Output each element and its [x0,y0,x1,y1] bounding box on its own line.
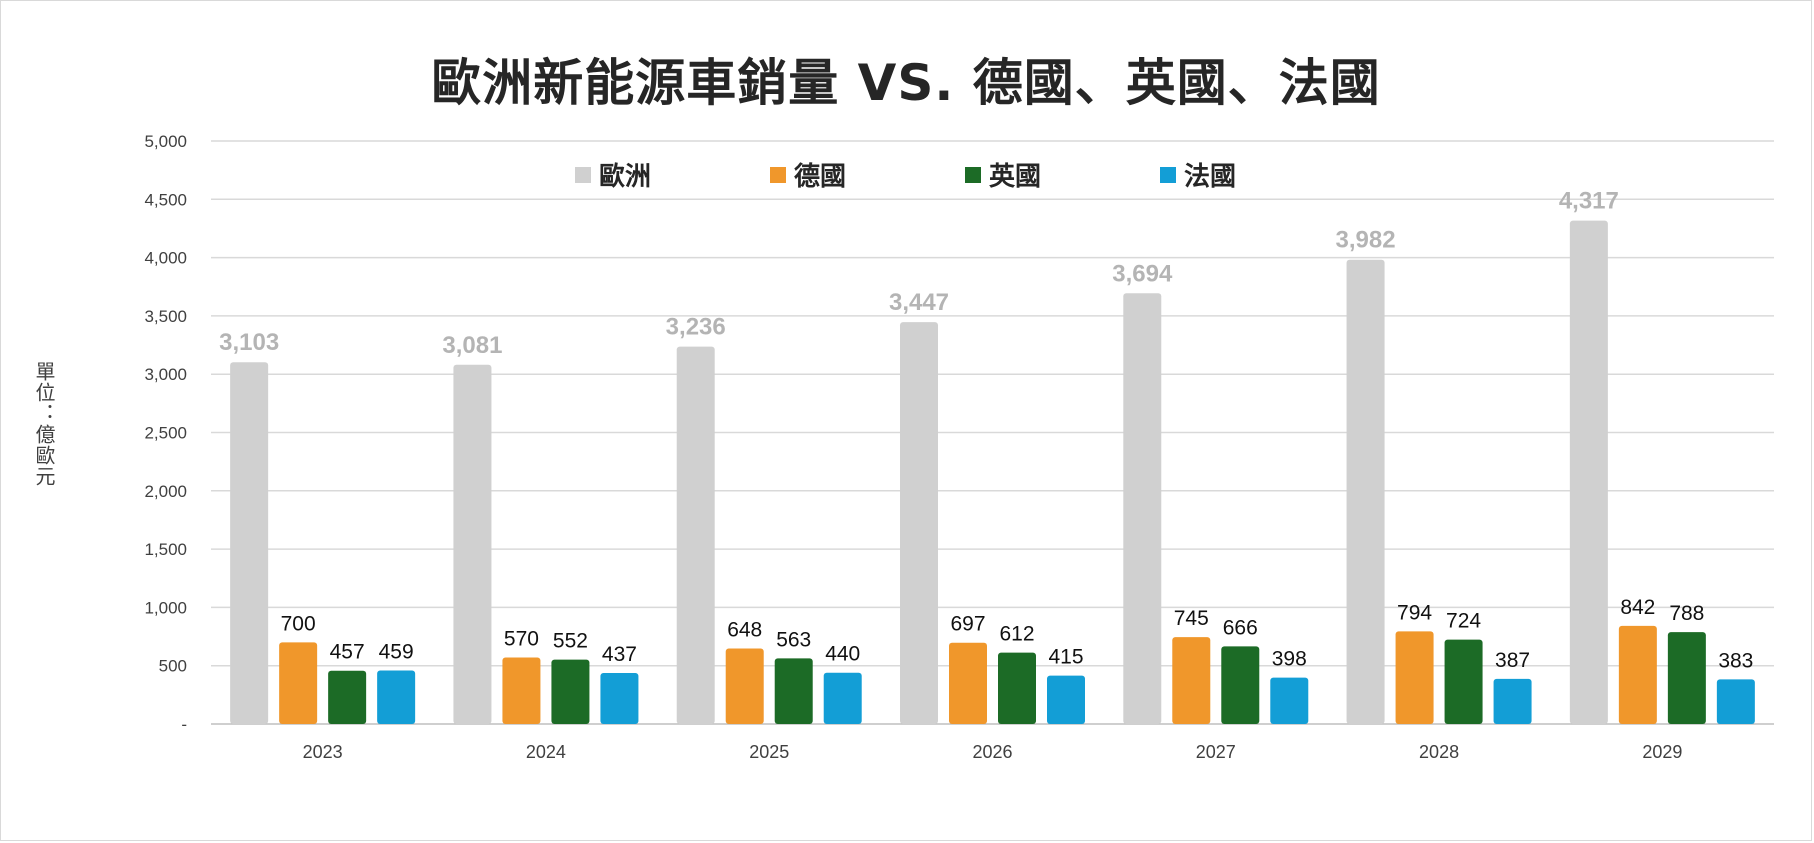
bar-歐洲-2024 [453,364,492,724]
y-tick-label: 500 [159,657,187,676]
data-label: 3,103 [219,329,279,356]
y-tick-label: 5,000 [144,132,187,151]
data-label: 563 [776,628,811,651]
data-label: 4,317 [1559,188,1619,215]
bar-英國-2028 [1444,639,1483,724]
data-label: 3,982 [1336,227,1396,254]
data-label: 459 [379,640,414,663]
data-label: 700 [281,612,316,635]
bar-德國-2024 [502,657,541,724]
bar-法國-2023 [377,670,416,724]
data-label: 794 [1397,601,1432,624]
legend-swatch [575,167,591,183]
data-label: 552 [553,630,588,653]
y-tick-label: 4,500 [144,190,187,209]
bar-德國-2029 [1618,625,1657,724]
x-tick-label: 2027 [1196,742,1236,762]
bar-法國-2026 [1047,675,1085,724]
data-label: 457 [330,641,365,664]
bar-歐洲-2029 [1569,220,1608,724]
bar-歐洲-2023 [230,362,269,724]
x-tick-label: 2024 [526,742,566,762]
y-axis-title: 單位：億歐元 [32,361,56,487]
data-label: 3,081 [442,332,502,359]
bar-德國-2027 [1172,637,1211,724]
bar-歐洲-2026 [900,322,938,724]
bar-歐洲-2027 [1123,293,1162,724]
x-tick-label: 2025 [749,742,789,762]
data-label: 570 [504,628,539,651]
legend-swatch [770,167,786,183]
chart-title: 歐洲新能源車銷量 VS. 德國、英國、法國 [431,54,1381,112]
x-tick-label: 2026 [972,742,1012,762]
bar-法國-2025 [823,672,862,724]
y-tick-label: - [181,715,187,734]
legend-swatch [1160,167,1176,183]
y-tick-label: 4,000 [144,249,187,268]
bar-歐洲-2028 [1346,259,1385,724]
x-tick-label: 2023 [303,742,343,762]
y-tick-label: 1,000 [144,598,187,617]
data-label: 383 [1718,649,1753,672]
x-tick-label: 2029 [1642,742,1682,762]
y-tick-label: 1,500 [144,540,187,559]
y-tick-label: 2,500 [144,424,187,443]
bar-英國-2026 [998,652,1036,724]
legend-label: 法國 [1184,162,1236,192]
legend-swatch [965,167,981,183]
data-label: 440 [825,643,860,666]
data-label: 697 [950,613,985,636]
bar-德國-2025 [725,648,764,724]
data-label: 666 [1223,616,1258,639]
bar-英國-2027 [1221,646,1260,724]
bar-德國-2023 [279,642,318,724]
data-label: 3,236 [666,314,726,341]
y-tick-label: 3,000 [144,365,187,384]
bar-英國-2023 [328,670,367,724]
data-label: 612 [999,623,1034,646]
data-label: 3,447 [889,289,949,316]
data-label: 398 [1272,648,1307,671]
data-label: 437 [602,643,637,666]
data-label: 3,694 [1112,260,1173,287]
x-tick-label: 2028 [1419,742,1459,762]
bar-法國-2029 [1716,679,1755,724]
data-label: 415 [1048,646,1083,669]
data-label: 745 [1174,607,1209,630]
bar-法國-2028 [1493,678,1532,724]
bar-歐洲-2025 [676,346,715,724]
bar-德國-2028 [1395,631,1434,724]
bar-德國-2026 [949,642,987,724]
bar-英國-2024 [551,659,590,724]
data-label: 842 [1620,596,1655,619]
bar-法國-2024 [600,673,639,724]
legend-label: 德國 [794,162,846,192]
legend-label: 歐洲 [599,162,651,192]
bar-英國-2029 [1667,632,1706,724]
data-label: 387 [1495,649,1530,672]
bar-法國-2027 [1270,677,1309,724]
bar-英國-2025 [774,658,813,724]
legend-label: 英國 [989,162,1041,192]
y-tick-label: 3,500 [144,307,187,326]
data-label: 788 [1669,602,1704,625]
data-label: 648 [727,618,762,641]
data-label: 724 [1446,610,1481,633]
y-tick-label: 2,000 [144,482,187,501]
